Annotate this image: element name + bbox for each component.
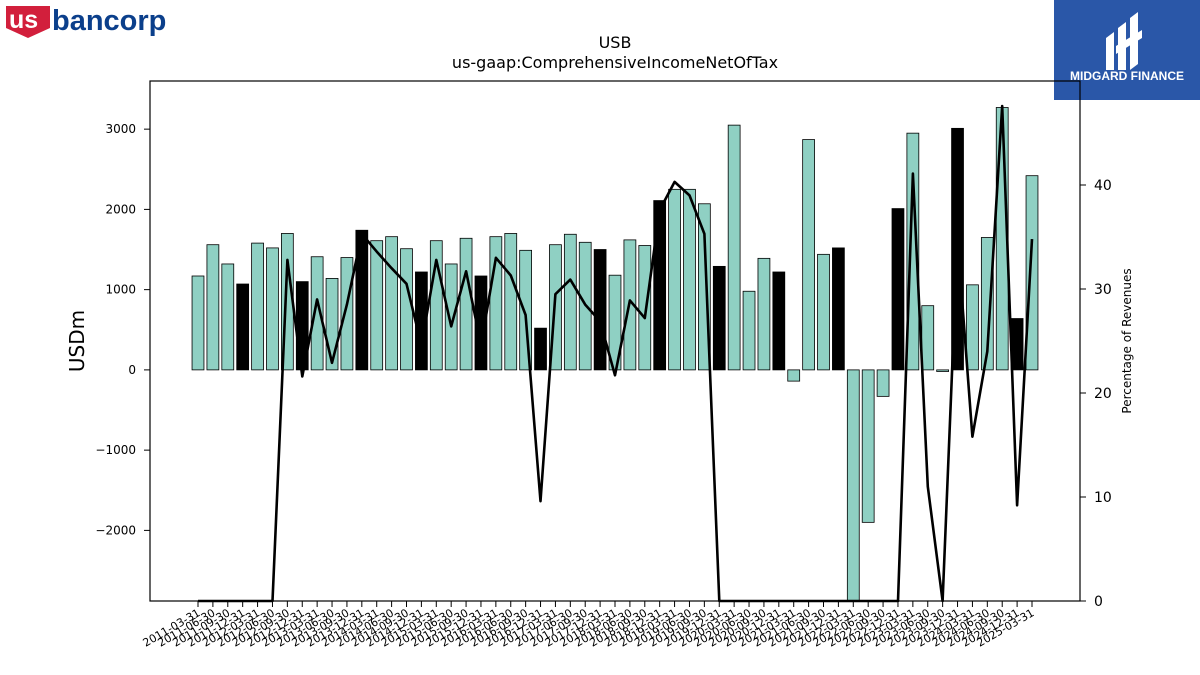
bar-2021-12-31 (832, 247, 845, 371)
bar-2014-06-30 (385, 236, 398, 371)
y-axis-left: −2000 −1000 0 1000 2000 3000 (95, 122, 150, 537)
bar-2023-06-30 (921, 305, 935, 371)
us-bancorp-logo: us bancorp (6, 5, 166, 38)
bar-2022-09-30 (876, 369, 890, 397)
bar-2016-03-31 (489, 236, 503, 371)
plot-frame (149, 80, 1081, 602)
bar-2015-06-30 (444, 263, 458, 371)
bar-2025-03-31 (1025, 175, 1039, 371)
logo-background (1054, 0, 1200, 100)
bar-2012-06-30 (266, 247, 279, 371)
bar-2011-06-30 (206, 244, 220, 371)
bar-2024-03-31 (966, 284, 979, 371)
bar-2020-09-30 (757, 257, 771, 371)
bar-2013-06-30 (325, 278, 339, 371)
logo-midgard-text: MIDGARD FINANCE (1070, 69, 1184, 83)
bar-2021-06-30 (802, 139, 815, 371)
chart-title: USB (599, 33, 632, 52)
y-tick-label: −2000 (95, 523, 136, 537)
bar-2013-09-30 (340, 257, 354, 371)
chart-subtitle: us-gaap:ComprehensiveIncomeNetOfTax (452, 53, 778, 72)
bar-2014-03-31 (370, 240, 384, 371)
bar-series (191, 107, 1039, 602)
bar-2018-09-30 (638, 245, 652, 371)
bar-2022-06-30 (861, 369, 875, 523)
bar-2014-09-30 (400, 248, 413, 371)
bar-2013-03-31 (310, 256, 324, 371)
logo-us-text: us (9, 6, 38, 34)
bar-2023-03-31 (906, 132, 920, 371)
logo-bancorp-text: bancorp (52, 5, 166, 37)
bar-2015-03-31 (429, 240, 443, 371)
bar-2012-03-31 (251, 242, 264, 371)
bar-2021-09-30 (817, 253, 830, 371)
bar-2019-06-30 (683, 188, 696, 371)
y2-tick-label: 20 (1094, 386, 1112, 402)
logo-shield-shape (6, 6, 50, 38)
bar-2018-12-31 (653, 200, 667, 371)
bar-2011-12-31 (236, 283, 250, 371)
y-tick-label: 3000 (105, 122, 136, 136)
y-tick-label: 1000 (105, 283, 136, 297)
bar-2022-03-31 (846, 369, 860, 602)
x-axis: 2011-03-312011-06-302011-09-302011-12-31… (141, 601, 1037, 650)
bar-2016-09-30 (519, 249, 533, 371)
bar-2019-09-30 (698, 203, 711, 371)
y-tick-label: 0 (128, 363, 136, 377)
y-tick-label: −1000 (95, 443, 136, 457)
bar-2020-03-31 (727, 124, 741, 371)
bar-2017-06-30 (563, 233, 577, 371)
midgard-finance-logo: MIDGARD FINANCE (1054, 0, 1200, 100)
y-axis-right: 0 10 20 30 40 (1080, 178, 1112, 610)
bar-2016-12-31 (534, 327, 547, 371)
bar-2019-12-31 (712, 265, 726, 371)
bar-2015-12-31 (474, 275, 488, 371)
bar-2019-03-31 (668, 188, 681, 371)
bar-2024-06-30 (980, 237, 994, 371)
bar-2011-03-31 (191, 275, 205, 371)
bar-2020-06-30 (742, 290, 756, 371)
y2-tick-label: 0 (1094, 594, 1103, 610)
bar-2016-06-30 (504, 233, 518, 371)
bar-2017-12-31 (593, 249, 607, 371)
y-axis-label: USDm (65, 310, 89, 372)
bar-2011-09-30 (221, 263, 235, 371)
midgard-emblem-icon (1106, 12, 1142, 70)
y2-tick-label: 40 (1094, 178, 1112, 194)
bar-2015-09-30 (459, 237, 473, 371)
y2-tick-label: 10 (1094, 490, 1112, 506)
bar-2020-12-31 (772, 271, 786, 371)
y2-tick-label: 30 (1094, 282, 1112, 298)
bar-2022-12-31 (891, 208, 905, 371)
y-tick-label: 2000 (105, 202, 136, 216)
bar-2023-09-30 (936, 369, 950, 372)
y2-axis-label: Percentage of Revenues (1120, 268, 1134, 413)
bar-2013-12-31 (355, 229, 369, 371)
bar-2021-03-31 (787, 369, 801, 382)
